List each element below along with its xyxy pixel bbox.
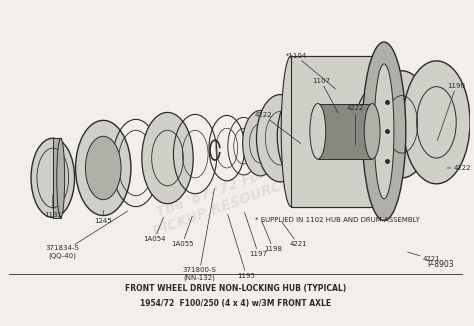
Text: 4221: 4221	[282, 222, 307, 247]
Ellipse shape	[31, 138, 74, 217]
Text: 1954/72  F100/250 (4 x 4) w/3M FRONT AXLE: 1954/72 F100/250 (4 x 4) w/3M FRONT AXLE	[140, 299, 331, 308]
Text: * SUPPLIED IN 1102 HUB AND DRUM ASSEMBLY: * SUPPLIED IN 1102 HUB AND DRUM ASSEMBLY	[255, 216, 420, 223]
Text: 371834-S
(QQ-40): 371834-S (QQ-40)	[46, 211, 128, 259]
Ellipse shape	[243, 111, 278, 176]
Ellipse shape	[57, 138, 64, 217]
Text: 4222: 4222	[255, 112, 301, 143]
Text: 1A055: 1A055	[171, 216, 193, 247]
Bar	[318, 104, 372, 159]
Text: 1190: 1190	[438, 83, 465, 141]
Text: 371800-S
(NN-132): 371800-S (NN-132)	[182, 188, 216, 281]
Ellipse shape	[85, 136, 121, 200]
Bar	[291, 56, 384, 207]
Ellipse shape	[256, 95, 304, 182]
Ellipse shape	[372, 71, 431, 178]
Ellipse shape	[142, 112, 193, 204]
Ellipse shape	[281, 56, 301, 207]
Text: 1245: 1245	[94, 210, 112, 225]
Text: *1104: *1104	[285, 53, 336, 89]
Ellipse shape	[403, 61, 470, 184]
Text: 1A054: 1A054	[144, 217, 166, 242]
Bar	[53, 138, 61, 217]
Text: FRONT WHEEL DRIVE NON-LOCKING HUB (TYPICAL): FRONT WHEEL DRIVE NON-LOCKING HUB (TYPIC…	[125, 284, 346, 293]
Ellipse shape	[75, 120, 131, 215]
Text: 1131: 1131	[44, 195, 62, 217]
Text: 4221: 4221	[408, 252, 440, 262]
Text: 4222: 4222	[447, 165, 471, 171]
Text: 4222: 4222	[346, 106, 364, 145]
Text: 1197: 1197	[245, 212, 267, 257]
Ellipse shape	[362, 42, 406, 220]
Ellipse shape	[310, 104, 326, 159]
Ellipse shape	[364, 104, 380, 159]
Text: 1198: 1198	[262, 220, 283, 252]
Ellipse shape	[374, 64, 394, 199]
Text: 1107: 1107	[312, 78, 338, 113]
Text: The '67-'72 Ford
PICKUP RESOURCE: The '67-'72 Ford PICKUP RESOURCE	[146, 161, 292, 239]
Text: P-8903: P-8903	[428, 259, 454, 269]
Text: 1195: 1195	[228, 214, 255, 279]
